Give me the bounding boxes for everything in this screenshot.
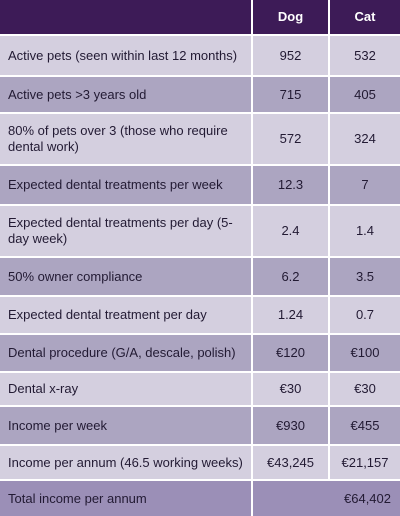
- row-label: Expected dental treatments per day (5-da…: [0, 206, 253, 256]
- row-label: Active pets (seen within last 12 months): [0, 36, 253, 75]
- cat-value: €21,157: [341, 454, 389, 470]
- row-label: Income per annum (46.5 working weeks): [0, 446, 253, 479]
- dog-value: 1.24: [253, 297, 330, 333]
- table-row: Dental procedure (G/A, descale, polish) …: [0, 335, 400, 373]
- table-row: Expected dental treatments per day (5-da…: [0, 206, 400, 258]
- cat-value: 1.4: [355, 223, 375, 238]
- table-row: Income per week €930 €455: [0, 407, 400, 446]
- table-header-row: Dog Cat: [0, 0, 400, 36]
- cat-value: €100: [350, 345, 380, 360]
- dog-value: 572: [253, 114, 330, 164]
- dog-value: €30: [253, 373, 330, 405]
- row-label: Dental x-ray: [0, 373, 253, 405]
- row-label: 50% owner compliance: [0, 258, 253, 295]
- header-dog: Dog: [253, 0, 330, 34]
- total-row: Total income per annum €64,402: [0, 481, 400, 516]
- table-row: 50% owner compliance 6.2 3.5: [0, 258, 400, 297]
- total-value: €64,402: [344, 490, 391, 506]
- dog-value: €120: [253, 335, 330, 371]
- table-row: Active pets >3 years old 715 405: [0, 77, 400, 114]
- dog-value: 715: [253, 77, 330, 112]
- cat-value: €455: [350, 417, 380, 433]
- cat-value: 324: [354, 131, 376, 146]
- dog-value: 952: [253, 36, 330, 75]
- cat-value: 405: [354, 86, 376, 102]
- dog-value: €930: [253, 407, 330, 444]
- dog-value: 6.2: [253, 258, 330, 295]
- total-label: Total income per annum: [0, 481, 253, 516]
- dog-value: 2.4: [253, 206, 330, 256]
- row-label: Income per week: [0, 407, 253, 444]
- cat-value: €30: [354, 381, 376, 396]
- table-row: Expected dental treatments per week 12.3…: [0, 166, 400, 206]
- header-blank-cell: [0, 0, 253, 34]
- row-label: Expected dental treatment per day: [0, 297, 253, 333]
- table-row: 80% of pets over 3 (those who require de…: [0, 114, 400, 166]
- cat-value: 0.7: [355, 307, 375, 322]
- table-row: Income per annum (46.5 working weeks) €4…: [0, 446, 400, 481]
- row-label: Active pets >3 years old: [0, 77, 253, 112]
- row-label: Dental procedure (G/A, descale, polish): [0, 335, 253, 371]
- header-cat: Cat: [354, 9, 376, 24]
- cat-value: 3.5: [355, 268, 375, 284]
- table-row: Expected dental treatment per day 1.24 0…: [0, 297, 400, 335]
- row-label: Expected dental treatments per week: [0, 166, 253, 204]
- row-label: 80% of pets over 3 (those who require de…: [0, 114, 253, 164]
- table-row: Active pets (seen within last 12 months)…: [0, 36, 400, 77]
- cat-value: 7: [361, 177, 369, 192]
- dog-value: €43,245: [253, 446, 330, 479]
- cat-value: 532: [354, 47, 376, 63]
- table-row: Dental x-ray €30 €30: [0, 373, 400, 407]
- dog-value: 12.3: [253, 166, 330, 204]
